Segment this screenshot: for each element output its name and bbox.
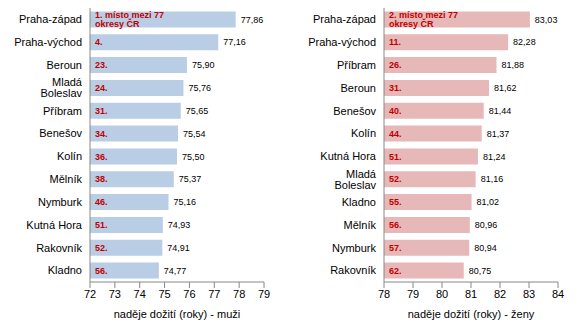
svg-text:80,96: 80,96 bbox=[475, 220, 498, 230]
svg-text:52.: 52. bbox=[95, 243, 108, 253]
svg-text:82,28: 82,28 bbox=[513, 37, 536, 47]
svg-text:56.: 56. bbox=[95, 266, 108, 276]
svg-text:84: 84 bbox=[552, 288, 564, 300]
svg-text:23.: 23. bbox=[95, 60, 108, 70]
svg-text:31.: 31. bbox=[389, 83, 402, 93]
svg-text:Kolín: Kolín bbox=[351, 127, 376, 139]
svg-text:81,44: 81,44 bbox=[489, 106, 512, 116]
svg-text:Benešov: Benešov bbox=[333, 105, 376, 117]
svg-text:Rakovník: Rakovník bbox=[330, 264, 376, 276]
svg-text:Praha-východ: Praha-východ bbox=[14, 36, 82, 48]
svg-text:79: 79 bbox=[258, 288, 270, 300]
svg-text:75,65: 75,65 bbox=[186, 106, 209, 116]
svg-text:Rakovník: Rakovník bbox=[36, 242, 82, 254]
svg-text:80,94: 80,94 bbox=[474, 243, 497, 253]
svg-text:26.: 26. bbox=[389, 60, 402, 70]
svg-text:Praha-východ: Praha-východ bbox=[308, 36, 376, 48]
svg-text:Nymburk: Nymburk bbox=[38, 196, 83, 208]
svg-text:1. místo mezi 77okresy ČR: 1. místo mezi 77okresy ČR bbox=[95, 10, 164, 29]
svg-text:72: 72 bbox=[84, 288, 96, 300]
svg-text:Praha-západ: Praha-západ bbox=[313, 13, 376, 25]
svg-text:Kolín: Kolín bbox=[57, 150, 82, 162]
svg-text:78: 78 bbox=[233, 288, 245, 300]
svg-text:77,16: 77,16 bbox=[223, 37, 246, 47]
svg-text:Benešov: Benešov bbox=[39, 127, 82, 139]
svg-text:Mělník: Mělník bbox=[50, 173, 83, 185]
svg-text:75,37: 75,37 bbox=[179, 174, 202, 184]
svg-text:Kladno: Kladno bbox=[342, 196, 376, 208]
svg-text:Nymburk: Nymburk bbox=[332, 242, 377, 254]
svg-text:Mělník: Mělník bbox=[344, 219, 377, 231]
svg-text:75,76: 75,76 bbox=[188, 83, 211, 93]
svg-text:44.: 44. bbox=[389, 129, 402, 139]
svg-text:MladáBoleslav: MladáBoleslav bbox=[40, 76, 82, 99]
svg-text:Beroun: Beroun bbox=[47, 59, 82, 71]
svg-text:74,93: 74,93 bbox=[168, 220, 191, 230]
svg-text:Beroun: Beroun bbox=[341, 82, 376, 94]
svg-text:80,75: 80,75 bbox=[469, 266, 492, 276]
svg-text:55.: 55. bbox=[389, 197, 402, 207]
svg-text:24.: 24. bbox=[95, 83, 108, 93]
svg-text:38.: 38. bbox=[95, 174, 108, 184]
svg-text:51.: 51. bbox=[95, 220, 108, 230]
svg-text:31.: 31. bbox=[95, 106, 108, 116]
svg-text:75,16: 75,16 bbox=[174, 197, 197, 207]
svg-text:Kladno: Kladno bbox=[48, 264, 82, 276]
svg-text:naděje dožití (roky) - ženy: naděje dožití (roky) - ženy bbox=[408, 308, 535, 320]
svg-text:Kutná Hora: Kutná Hora bbox=[26, 219, 83, 231]
svg-text:75,50: 75,50 bbox=[182, 152, 205, 162]
svg-text:52.: 52. bbox=[389, 174, 402, 184]
svg-text:40.: 40. bbox=[389, 106, 402, 116]
svg-text:46.: 46. bbox=[95, 197, 108, 207]
svg-text:81,37: 81,37 bbox=[487, 129, 510, 139]
svg-text:80: 80 bbox=[436, 288, 448, 300]
svg-text:78: 78 bbox=[378, 288, 390, 300]
svg-text:Kutná Hora: Kutná Hora bbox=[320, 150, 377, 162]
svg-text:81,62: 81,62 bbox=[494, 83, 517, 93]
svg-text:51.: 51. bbox=[389, 152, 402, 162]
svg-text:36.: 36. bbox=[95, 152, 108, 162]
svg-text:4.: 4. bbox=[95, 37, 103, 47]
svg-text:82: 82 bbox=[494, 288, 506, 300]
svg-text:81,88: 81,88 bbox=[502, 60, 525, 70]
svg-text:naděje dožití (roky) - muži: naděje dožití (roky) - muži bbox=[114, 308, 241, 320]
svg-text:77: 77 bbox=[208, 288, 220, 300]
svg-text:79: 79 bbox=[407, 288, 419, 300]
svg-text:74,77: 74,77 bbox=[164, 266, 187, 276]
svg-text:75,54: 75,54 bbox=[183, 129, 206, 139]
svg-text:62.: 62. bbox=[389, 266, 402, 276]
svg-text:2. místo mezi 77okresy ČR: 2. místo mezi 77okresy ČR bbox=[389, 10, 458, 29]
svg-text:76: 76 bbox=[183, 288, 195, 300]
svg-text:81,02: 81,02 bbox=[477, 197, 500, 207]
svg-text:MladáBoleslav: MladáBoleslav bbox=[334, 168, 376, 191]
svg-text:81,24: 81,24 bbox=[483, 152, 506, 162]
svg-text:75,90: 75,90 bbox=[192, 60, 215, 70]
svg-text:74,91: 74,91 bbox=[167, 243, 190, 253]
svg-text:77,86: 77,86 bbox=[241, 15, 264, 25]
svg-text:57.: 57. bbox=[389, 243, 402, 253]
svg-text:81: 81 bbox=[465, 288, 477, 300]
svg-text:83: 83 bbox=[523, 288, 535, 300]
svg-text:Příbram: Příbram bbox=[43, 105, 82, 117]
svg-text:83,03: 83,03 bbox=[535, 15, 558, 25]
svg-text:11.: 11. bbox=[389, 37, 401, 47]
svg-text:56.: 56. bbox=[389, 220, 402, 230]
svg-text:75: 75 bbox=[158, 288, 170, 300]
svg-text:74: 74 bbox=[134, 288, 146, 300]
svg-text:Praha-západ: Praha-západ bbox=[19, 13, 82, 25]
svg-text:73: 73 bbox=[109, 288, 121, 300]
svg-text:81,16: 81,16 bbox=[481, 174, 504, 184]
svg-text:34.: 34. bbox=[95, 129, 108, 139]
svg-text:Příbram: Příbram bbox=[337, 59, 376, 71]
